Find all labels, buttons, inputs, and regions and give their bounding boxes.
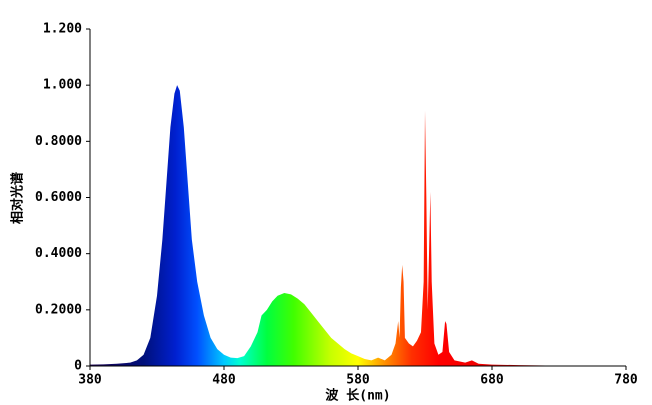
spectrum-area (90, 85, 626, 367)
x-tick-label: 680 (480, 373, 504, 388)
x-tick-label: 580 (346, 373, 370, 388)
y-tick-label: 0.2000 (35, 302, 82, 317)
y-axis-label: 相对光谱 (10, 172, 26, 224)
y-tick-label: 1.200 (43, 22, 82, 37)
y-tick-label: 0 (74, 359, 82, 374)
x-tick-label: 780 (614, 373, 638, 388)
x-tick-label: 380 (78, 373, 102, 388)
y-tick-label: 0.4000 (35, 246, 82, 261)
x-tick-label: 480 (212, 373, 236, 388)
x-axis-label: 波 长(nm) (325, 388, 390, 404)
y-tick-label: 0.6000 (35, 190, 82, 205)
y-tick-label: 0.8000 (35, 134, 82, 149)
y-tick-label: 1.000 (43, 78, 82, 93)
